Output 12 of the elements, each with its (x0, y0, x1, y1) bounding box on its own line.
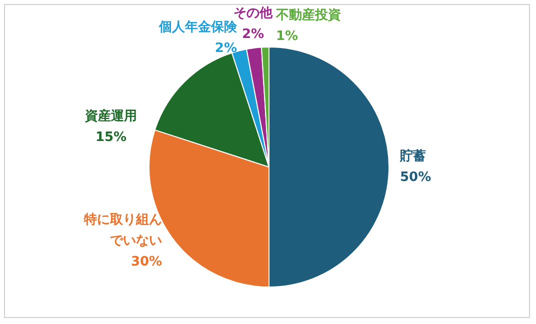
slice-label: 不動産投資 (275, 7, 341, 23)
data-label: 1% (276, 29, 298, 44)
data-label: 2% (214, 41, 237, 56)
data-label: 2% (242, 27, 264, 42)
data-label: 30% (130, 254, 162, 270)
slice-label: その他 (234, 6, 274, 21)
data-label: 15% (95, 130, 127, 145)
slice-label: 特に取り組んでいない (83, 212, 162, 249)
slice-label: 資産運用 (84, 108, 137, 124)
data-label: 50% (400, 170, 432, 185)
slice-label: 貯蓄 (399, 148, 426, 164)
slice-label: 個人年金保険 (158, 20, 238, 35)
